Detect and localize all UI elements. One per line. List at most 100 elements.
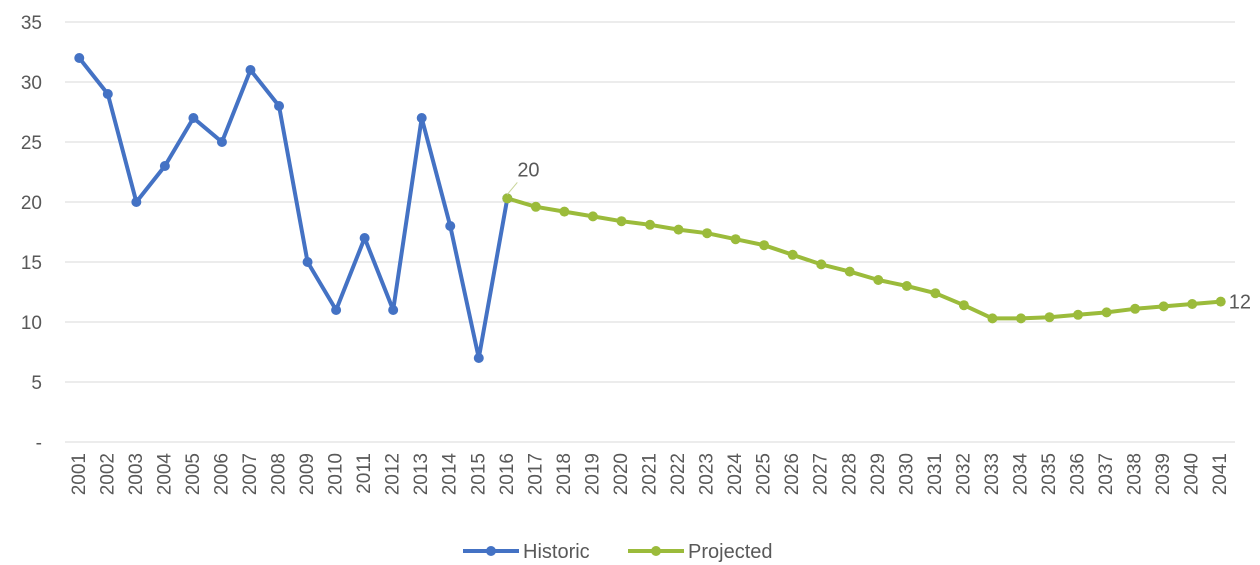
- legend: Historic Projected: [463, 541, 773, 563]
- data-label: 12: [1229, 292, 1251, 314]
- historic-point: [274, 101, 285, 111]
- projected-point: [844, 266, 855, 277]
- projected-point: [873, 275, 884, 285]
- historic-line: [77, 56, 510, 360]
- y-tick-label: 20: [21, 193, 42, 214]
- x-tick-label: 2038: [1125, 453, 1146, 495]
- x-tick-label: 2031: [925, 453, 946, 495]
- projected-point: [987, 313, 998, 324]
- projected-point: [1044, 312, 1055, 323]
- x-tick-label: 2024: [725, 453, 746, 496]
- projected-point: [673, 224, 684, 235]
- x-axis-tick-labels: 2001 2002 2003 2004 2005 2006 2007 2008 2009 2010…: [69, 453, 1231, 496]
- x-tick-label: 2035: [1039, 453, 1060, 495]
- projected-point: [816, 259, 827, 270]
- data-label-leader: [506, 182, 518, 195]
- projected-point: [1015, 313, 1026, 324]
- x-tick-label: 2037: [1096, 453, 1117, 495]
- y-tick-label: 15: [21, 253, 42, 274]
- y-tick-label: -: [36, 433, 42, 454]
- x-tick-label: 2025: [754, 453, 775, 495]
- x-tick-label: 2033: [982, 453, 1003, 495]
- historic-point: [245, 65, 256, 75]
- x-tick-label: 2021: [640, 453, 661, 495]
- x-tick-label: 2002: [97, 453, 118, 495]
- historic-point: [302, 257, 313, 267]
- x-tick-label: 2009: [297, 453, 318, 495]
- historic-point: [331, 305, 342, 315]
- projected-point: [530, 201, 541, 212]
- x-tick-label: 2015: [468, 453, 489, 495]
- y-tick-label: 25: [21, 133, 42, 154]
- projected-point: [559, 206, 570, 217]
- historic-point: [359, 233, 370, 243]
- projected-point: [1215, 296, 1226, 307]
- x-tick-label: 2036: [1068, 453, 1089, 495]
- legend-label-projected: Projected: [688, 541, 773, 563]
- x-tick-label: 2041: [1210, 453, 1231, 495]
- x-tick-label: 2006: [211, 453, 232, 495]
- x-tick-label: 2004: [154, 453, 175, 496]
- x-tick-label: 2030: [896, 453, 917, 495]
- projected-point: [759, 240, 770, 251]
- projected-point: [930, 288, 941, 299]
- projected-point: [1130, 303, 1141, 314]
- legend-marker-historic: [486, 546, 496, 556]
- x-tick-label: 2005: [183, 453, 204, 495]
- x-tick-label: 2011: [354, 453, 375, 494]
- historic-point: [473, 353, 484, 363]
- historic-point: [216, 137, 227, 147]
- x-tick-label: 2008: [269, 453, 290, 495]
- x-tick-label: 2029: [868, 453, 889, 495]
- historic-point: [131, 197, 142, 207]
- x-tick-label: 2039: [1153, 453, 1174, 495]
- x-tick-label: 2034: [1010, 453, 1031, 496]
- projected-point: [787, 249, 798, 260]
- x-tick-label: 2012: [383, 453, 404, 495]
- projected-point: [1073, 309, 1084, 320]
- projected-point: [1187, 299, 1198, 309]
- historic-point: [159, 161, 170, 171]
- projected-point: [1101, 307, 1112, 318]
- projected-point: [587, 211, 598, 222]
- historic-point: [416, 113, 427, 123]
- projected-point: [502, 193, 513, 204]
- legend-marker-projected: [651, 546, 661, 556]
- projected-point: [730, 234, 741, 245]
- x-tick-label: 2027: [811, 453, 832, 495]
- y-tick-label: 10: [21, 313, 42, 334]
- x-tick-label: 2001: [69, 453, 90, 495]
- y-axis-tick-labels: - 5 10 15 20 25 30 35: [21, 13, 42, 454]
- series-points: [74, 53, 1226, 363]
- projected-point: [702, 228, 713, 239]
- historic-point: [74, 53, 85, 63]
- x-tick-label: 2014: [440, 453, 461, 496]
- y-tick-label: 35: [21, 13, 42, 34]
- projected-point: [958, 300, 969, 311]
- historic-point: [188, 113, 199, 123]
- data-labels: 2012: [506, 159, 1251, 314]
- x-tick-label: 2003: [126, 453, 147, 495]
- x-tick-label: 2022: [668, 453, 689, 495]
- legend-label-historic: Historic: [523, 541, 590, 563]
- x-tick-label: 2016: [497, 453, 518, 495]
- historic-point: [102, 89, 113, 99]
- data-label: 20: [517, 159, 539, 181]
- x-tick-label: 2007: [240, 453, 261, 495]
- gridlines: [65, 21, 1235, 443]
- projected-point: [645, 219, 655, 230]
- historic-point: [388, 305, 399, 315]
- historic-point: [445, 221, 456, 231]
- y-tick-label: 30: [21, 73, 42, 94]
- x-tick-label: 2026: [782, 453, 803, 495]
- x-tick-label: 2028: [839, 453, 860, 495]
- x-tick-label: 2040: [1182, 453, 1203, 495]
- y-tick-label: 5: [31, 373, 42, 394]
- x-tick-label: 2020: [611, 453, 632, 495]
- x-tick-label: 2013: [411, 453, 432, 495]
- x-tick-label: 2032: [953, 453, 974, 495]
- x-tick-label: 2018: [554, 453, 575, 495]
- x-tick-label: 2017: [525, 453, 546, 495]
- projected-point: [1158, 301, 1169, 312]
- x-tick-label: 2019: [582, 453, 603, 495]
